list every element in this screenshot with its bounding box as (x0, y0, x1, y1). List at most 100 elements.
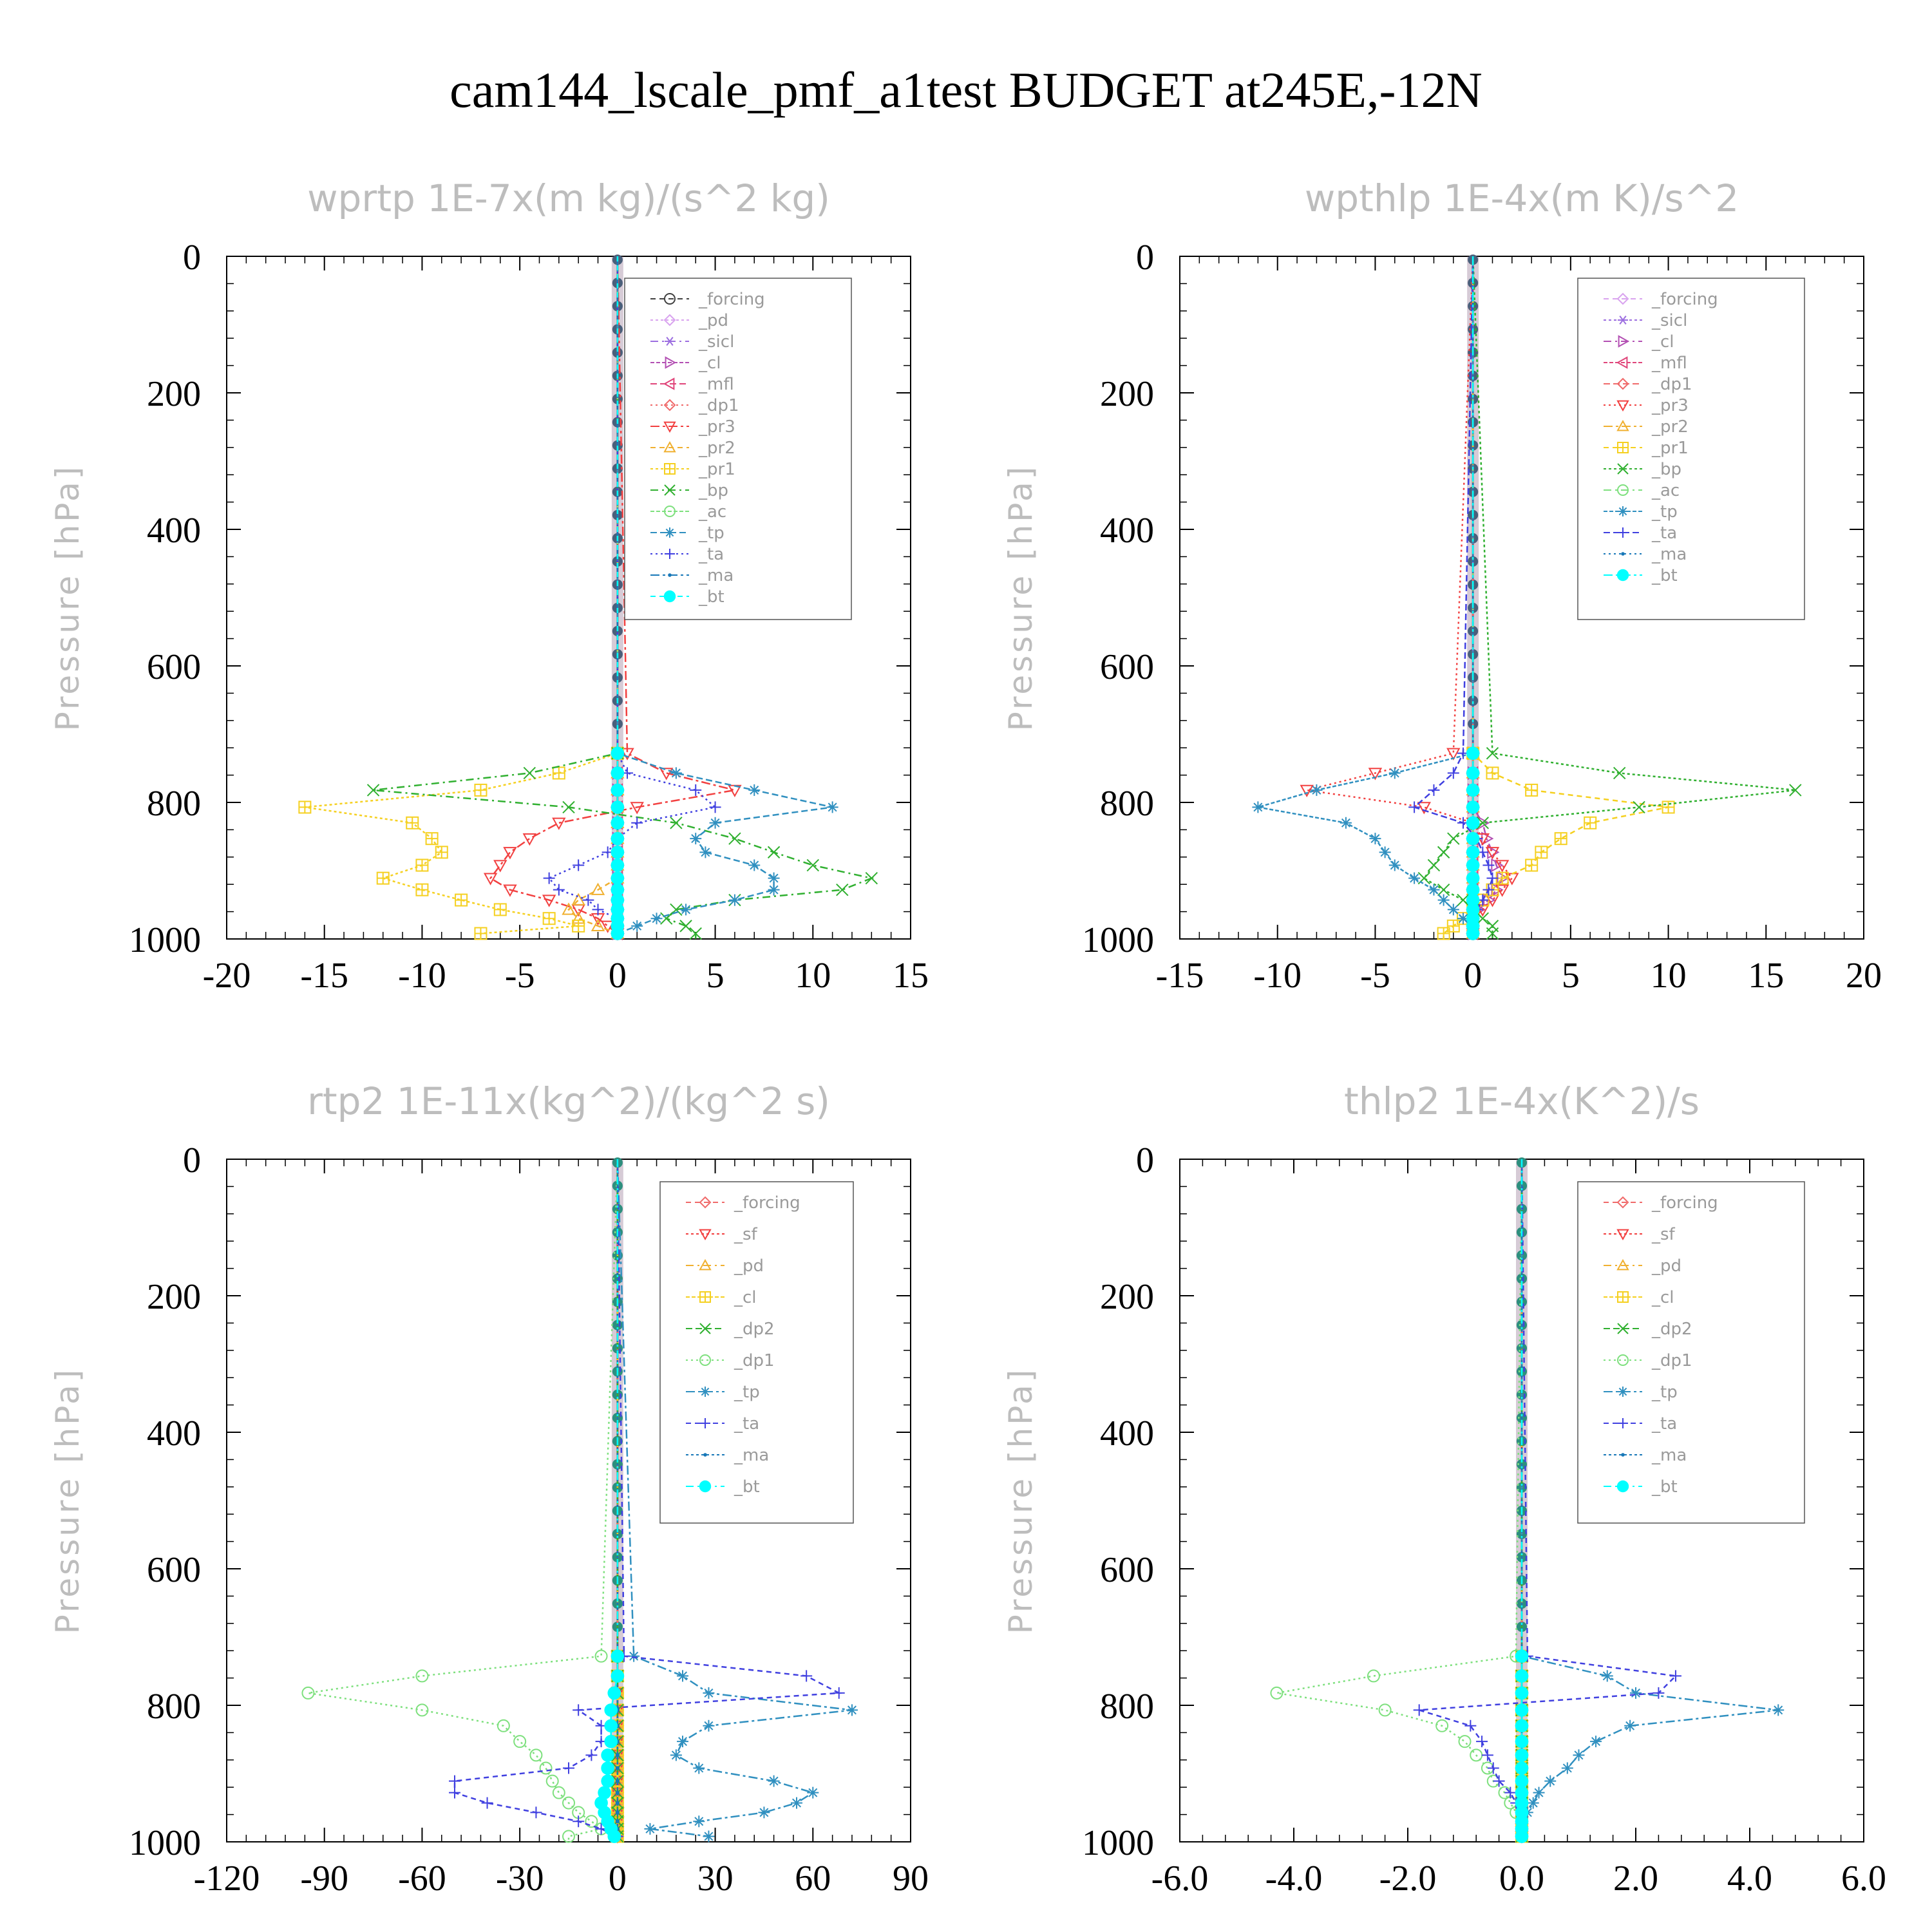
data-point (1515, 1748, 1529, 1762)
data-point (474, 783, 488, 797)
series-line (567, 256, 619, 939)
data-point (1515, 1719, 1529, 1733)
legend-box (624, 278, 852, 620)
data-point (768, 884, 780, 896)
y-tick-label: 800 (1100, 1687, 1154, 1727)
data-point (1561, 1762, 1573, 1774)
data-point (1367, 1669, 1380, 1683)
data-point (562, 1830, 575, 1843)
data-point (604, 1703, 618, 1717)
data-point (552, 1786, 565, 1799)
legend-marker (663, 399, 676, 412)
data-point (611, 1649, 625, 1663)
data-point (585, 1815, 598, 1828)
x-tick-label: 6.0 (1841, 1859, 1886, 1899)
data-point (1427, 858, 1441, 872)
legend-marker (1616, 400, 1629, 412)
legend-marker (1621, 1453, 1625, 1457)
data-point (601, 1774, 615, 1788)
data-point (1437, 883, 1450, 896)
data-point (1495, 884, 1510, 897)
data-point (1388, 767, 1401, 779)
data-point (1437, 894, 1450, 906)
data-point (1435, 1719, 1449, 1732)
y-tick-label: 0 (1136, 238, 1154, 278)
data-point (573, 1815, 585, 1828)
data-point (611, 1669, 625, 1683)
data-point (483, 873, 498, 886)
data-point (415, 1703, 429, 1717)
series-pr3 (1300, 256, 1519, 941)
data-point (1340, 817, 1352, 829)
data-point (836, 883, 849, 896)
data-point (728, 894, 741, 906)
x-tick-label: 0 (1464, 956, 1482, 996)
panel-4: thlp2 1E-4x(K^2)/s Pressure [hPa] -6.0 -4.0… (1002, 1079, 1886, 1899)
data-point (1466, 927, 1480, 940)
data-point (631, 920, 643, 932)
data-point (1466, 846, 1480, 859)
data-point (449, 1786, 460, 1799)
data-point (1515, 1686, 1529, 1700)
data-point (1466, 831, 1480, 846)
series-dp1 (1270, 1159, 1528, 1843)
figure-title: cam144_lscale_pmf_a1test BUDGET at245E,-… (450, 62, 1482, 118)
x-tick-label: -10 (398, 956, 446, 996)
data-point (758, 1806, 770, 1819)
x-tick-label: 15 (1748, 956, 1784, 996)
legend-marker (1616, 569, 1629, 582)
legend-label: _ta (1651, 1414, 1677, 1434)
legend-marker (665, 549, 675, 559)
data-point (1584, 816, 1597, 829)
x-tick-label: 2.0 (1613, 1859, 1658, 1899)
data-point (1515, 1703, 1529, 1717)
y-tick-label: 1000 (129, 1823, 201, 1863)
data-point (748, 859, 761, 871)
legend-marker (665, 337, 675, 346)
data-point (1772, 1704, 1785, 1716)
series-tp (616, 1159, 858, 1842)
data-point (768, 872, 780, 884)
y-tick-label: 1000 (1082, 1823, 1154, 1863)
data-point (1369, 833, 1381, 845)
data-point (659, 768, 674, 781)
data-point (1466, 893, 1480, 907)
data-point (474, 927, 488, 940)
legend-box (1577, 278, 1805, 620)
data-point (493, 860, 507, 873)
data-point (545, 1774, 559, 1788)
series-bt (1466, 256, 1480, 940)
data-point (1457, 913, 1469, 925)
y-tick-label: 400 (147, 1414, 201, 1454)
y-tick-label: 200 (147, 374, 201, 414)
x-tick-label: 5 (706, 956, 724, 996)
data-point (1466, 871, 1480, 886)
data-point (1476, 1736, 1488, 1748)
legend-label: _pr1 (1651, 439, 1689, 458)
legend-label: _pd (698, 311, 728, 330)
legend-marker (665, 356, 677, 369)
data-point (1408, 801, 1421, 813)
legend-label: _cl (698, 354, 721, 373)
data-point (1590, 1736, 1602, 1748)
data-point (1481, 1749, 1493, 1761)
y-tick-label: 400 (147, 511, 201, 551)
data-point (503, 847, 517, 860)
legend-box (659, 1181, 854, 1524)
data-point (703, 1687, 715, 1699)
legend-marker (699, 1323, 711, 1334)
data-point (611, 831, 625, 846)
legend-marker (1618, 335, 1630, 348)
data-point (660, 912, 673, 925)
x-tick-label: 0 (609, 1859, 627, 1899)
data-point (630, 802, 644, 815)
data-point (571, 893, 585, 905)
x-tick-label: -60 (398, 1859, 446, 1899)
y-tick-label: 1000 (129, 920, 201, 960)
data-point (768, 1775, 780, 1787)
data-point (1601, 1670, 1613, 1682)
data-point (689, 927, 702, 940)
legend-label: _dp2 (1651, 1320, 1692, 1339)
series-bp (1417, 256, 1802, 940)
